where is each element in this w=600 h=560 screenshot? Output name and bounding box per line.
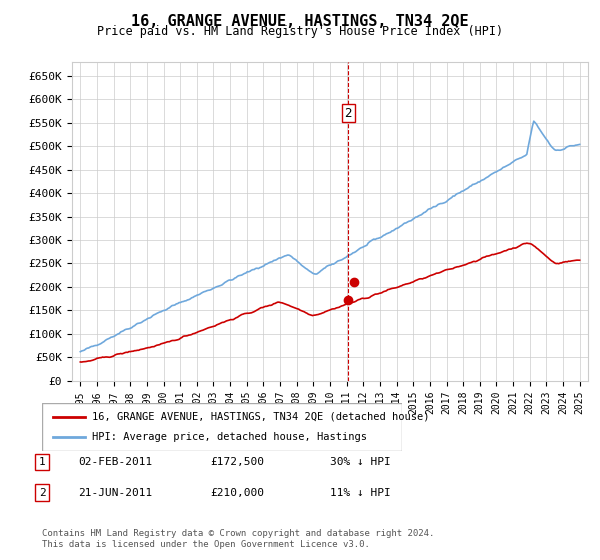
Text: 16, GRANGE AVENUE, HASTINGS, TN34 2QE (detached house): 16, GRANGE AVENUE, HASTINGS, TN34 2QE (d… [92,412,430,422]
Text: £210,000: £210,000 [210,488,264,498]
Text: 11% ↓ HPI: 11% ↓ HPI [330,488,391,498]
Text: 1: 1 [38,457,46,467]
Text: 21-JUN-2011: 21-JUN-2011 [78,488,152,498]
Text: 16, GRANGE AVENUE, HASTINGS, TN34 2QE: 16, GRANGE AVENUE, HASTINGS, TN34 2QE [131,14,469,29]
Text: £172,500: £172,500 [210,457,264,467]
Text: Contains HM Land Registry data © Crown copyright and database right 2024.
This d: Contains HM Land Registry data © Crown c… [42,529,434,549]
Text: 02-FEB-2011: 02-FEB-2011 [78,457,152,467]
Text: 2: 2 [38,488,46,498]
Text: 2: 2 [344,107,352,120]
Text: HPI: Average price, detached house, Hastings: HPI: Average price, detached house, Hast… [92,432,367,442]
FancyBboxPatch shape [42,403,402,451]
Text: Price paid vs. HM Land Registry's House Price Index (HPI): Price paid vs. HM Land Registry's House … [97,25,503,38]
Text: 30% ↓ HPI: 30% ↓ HPI [330,457,391,467]
